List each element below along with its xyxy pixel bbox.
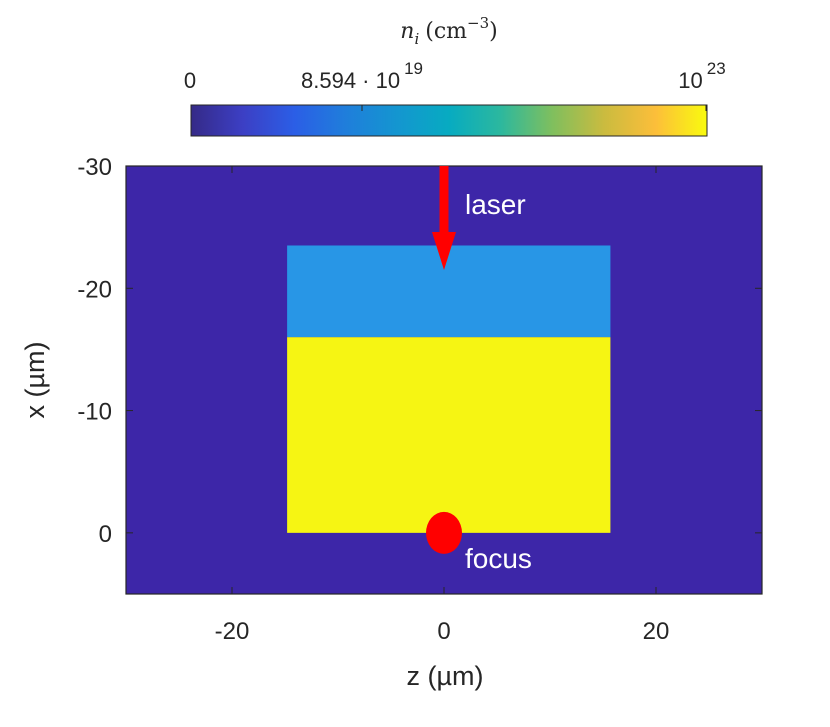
y-tick-label-1: -20 — [77, 276, 112, 303]
colorbar-title-unit-open: (cm — [425, 19, 467, 44]
colorbar-tick-label-0: 0 — [184, 68, 196, 93]
x-tick-label-1: 0 — [437, 618, 450, 645]
colorbar-title-sub: i — [414, 30, 419, 48]
colorbar-title-unit-close: ) — [489, 19, 498, 44]
colorbar-tick-label-1: 8.594 · 10 19 — [301, 59, 423, 93]
x-tick-label-0: -20 — [215, 618, 250, 645]
colorbar-title: ni (cm−3) — [400, 14, 497, 48]
colorbar-title-main: n — [400, 19, 414, 44]
heatmap-region-0 — [287, 245, 611, 338]
heatmap-region-1 — [287, 337, 611, 533]
y-axis-label: x (µm) — [20, 341, 50, 418]
colorbar-tick-label-2: 10 23 — [678, 59, 725, 93]
x-axis-label: z (µm) — [406, 661, 483, 691]
x-tick-label-2: 20 — [643, 618, 670, 645]
y-tick-label-0: -30 — [77, 154, 112, 181]
colorbar-title-unit-exp: −3 — [467, 14, 489, 32]
colorbar — [190, 104, 708, 137]
laser-arrow-head — [432, 231, 456, 270]
y-tick-label-2: -10 — [77, 399, 112, 426]
focus-label: focus — [465, 543, 532, 574]
focus-marker — [426, 511, 462, 554]
laser-label: laser — [465, 189, 526, 220]
y-tick-label-3: 0 — [99, 521, 112, 548]
plot-area: -20 0 20 -30 -20 -10 0 — [77, 154, 763, 645]
